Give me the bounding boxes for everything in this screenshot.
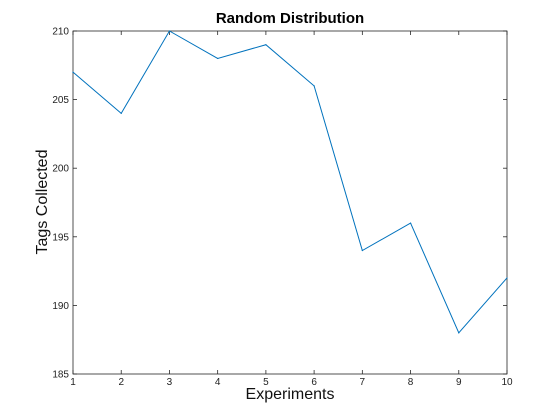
x-axis-label: Experiments [246, 386, 335, 403]
data-point [72, 71, 74, 73]
x-tick-label: 9 [456, 377, 462, 388]
y-tick-label: 190 [52, 301, 69, 312]
y-axis-label: Tags Collected [34, 150, 51, 255]
data-point [120, 112, 122, 114]
data-point [506, 277, 508, 279]
data-point [217, 57, 219, 60]
data-point [265, 44, 267, 46]
x-tick-label: 4 [215, 377, 221, 388]
x-tick-label: 7 [360, 377, 366, 388]
y-tick-label: 210 [52, 27, 69, 38]
x-tick-label: 3 [167, 377, 173, 388]
x-tick-label: 6 [311, 377, 317, 388]
y-axis: 185 190 195 200 205 210 [52, 27, 507, 381]
series-layer [72, 30, 508, 334]
data-point [361, 249, 363, 252]
y-tick-label: 200 [52, 164, 69, 175]
x-tick-label: 10 [501, 377, 513, 388]
data-point [458, 332, 460, 334]
x-axis: 1 2 3 4 5 6 7 8 9 10 [70, 31, 513, 388]
data-point [409, 222, 412, 224]
data-point [168, 30, 171, 32]
chart-title: Random Distribution [216, 10, 364, 27]
x-tick-label: 5 [263, 377, 269, 388]
y-tick-label: 195 [52, 232, 69, 243]
x-tick-label: 1 [70, 377, 76, 388]
y-tick-label: 205 [52, 95, 69, 106]
y-tick-label: 185 [52, 370, 69, 381]
data-point [313, 85, 315, 87]
x-tick-label: 8 [408, 377, 414, 388]
series-line [72, 30, 508, 334]
plot-area-box [72, 30, 508, 375]
x-tick-label: 2 [118, 377, 124, 388]
